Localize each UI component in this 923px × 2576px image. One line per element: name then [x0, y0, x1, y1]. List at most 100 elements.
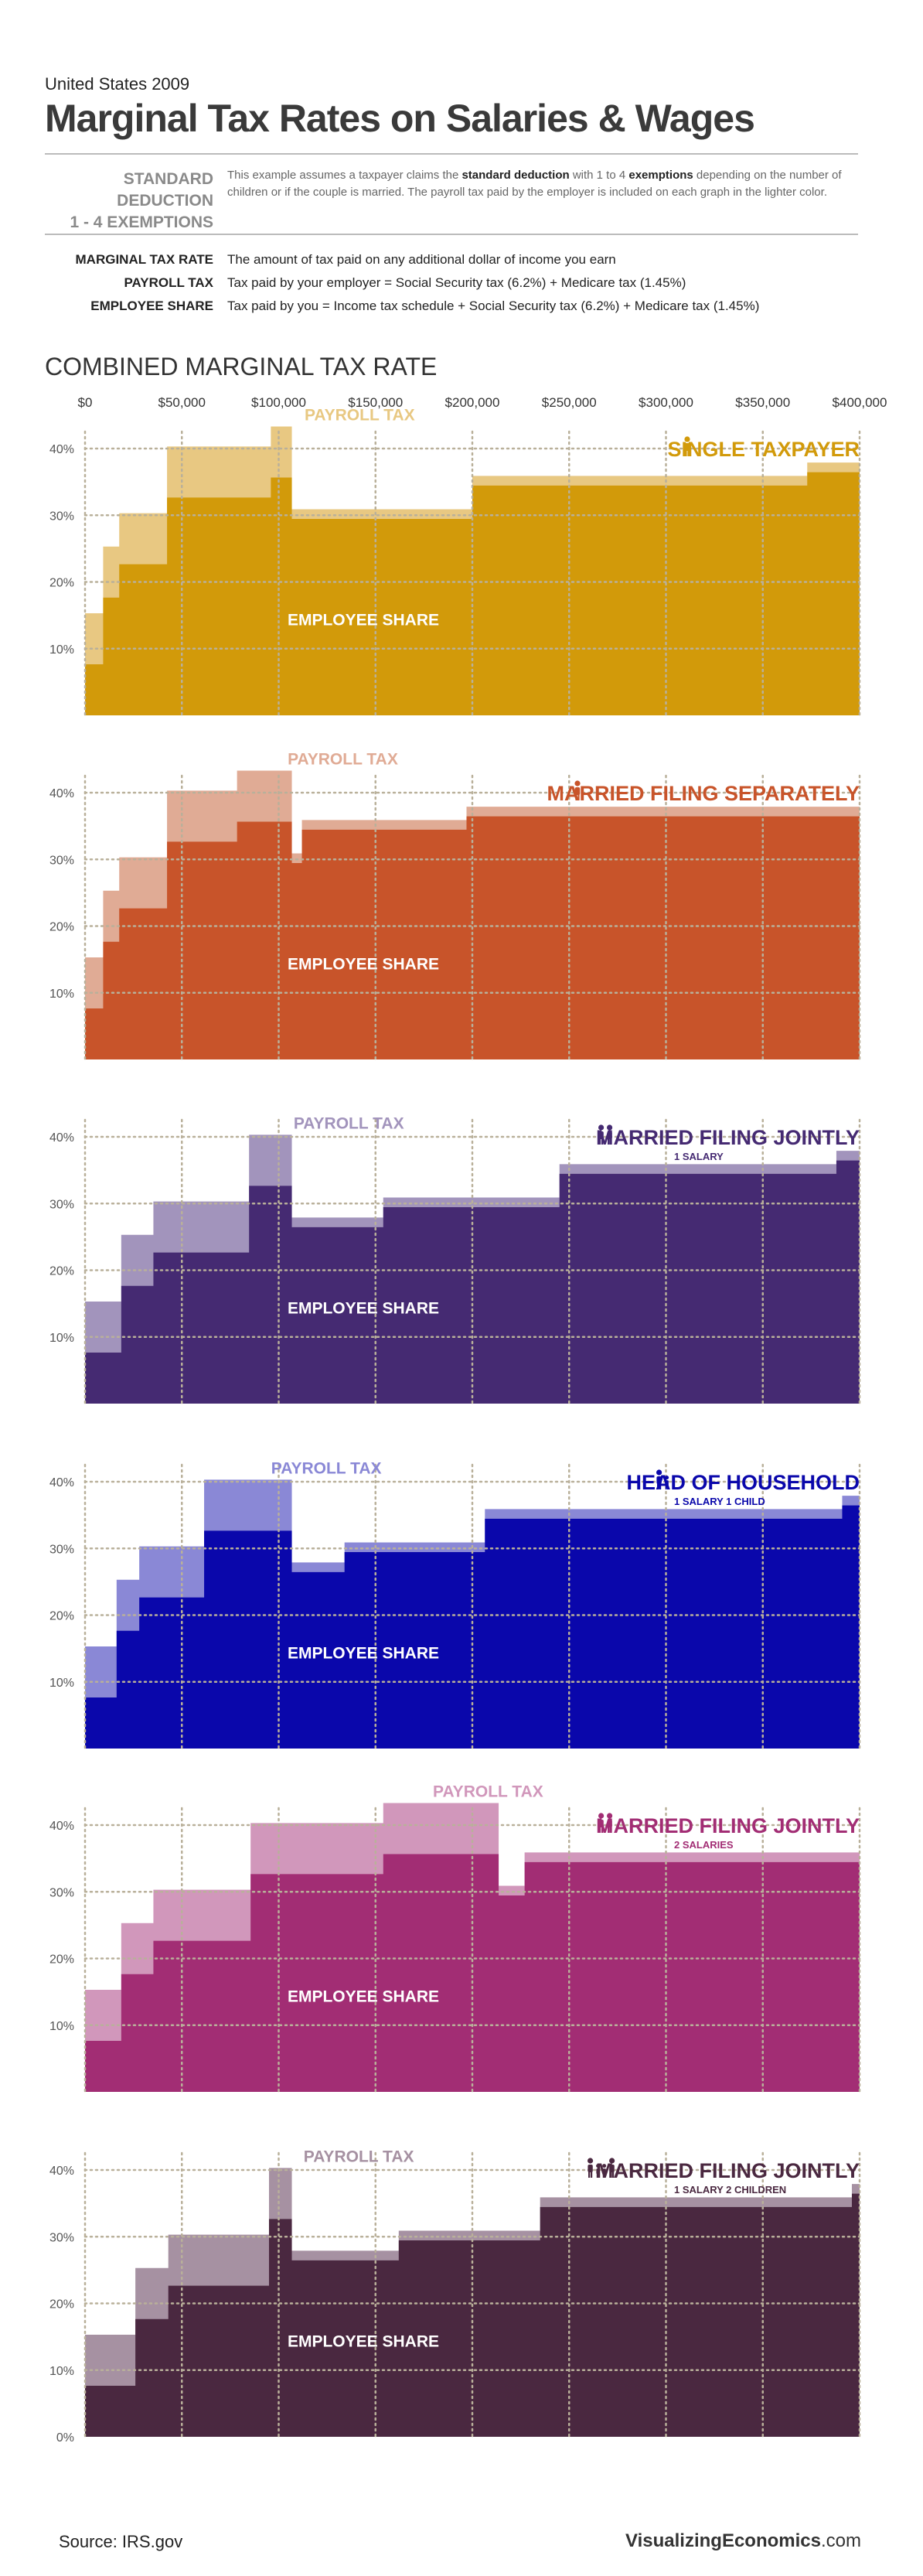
brand-part-3: .com	[820, 2530, 861, 2551]
sd-bold-1: standard deduction	[462, 169, 570, 182]
employee-share-label: EMPLOYEE SHARE	[288, 2333, 439, 2351]
chart-title: MARRIED FILING JOINTLY	[596, 2159, 860, 2182]
y-tick-label: 40%	[49, 787, 74, 800]
standard-deduction-label: STANDARD DEDUCTION 1 - 4 EXEMPTIONS	[45, 169, 213, 234]
y-tick-label: 40%	[49, 2165, 74, 2178]
supertitle: United States 2009	[45, 74, 190, 94]
x-tick-label: $150,000	[348, 395, 403, 410]
icon-body	[602, 2168, 606, 2175]
y-tick-label: 40%	[49, 443, 74, 456]
definition-term: MARGINAL TAX RATE	[75, 252, 214, 267]
couple-icon	[598, 1124, 613, 1145]
definition-text: The amount of tax paid on any additional…	[227, 252, 616, 267]
icon-head	[598, 1813, 605, 1819]
employee-share-label: EMPLOYEE SHARE	[288, 612, 439, 629]
person-icon	[684, 436, 690, 456]
x-tick-label: $200,000	[445, 395, 500, 410]
employee-share-label: EMPLOYEE SHARE	[288, 1988, 439, 2006]
icon-leg	[599, 1827, 601, 1833]
source-note: Source: IRS.gov	[59, 2532, 183, 2551]
definition-text: Tax paid by you = Income tax schedule + …	[227, 299, 760, 313]
brand-logo[interactable]: VisualizingEconomics.com	[625, 2530, 861, 2552]
icon-body	[588, 2165, 593, 2172]
icon-body	[656, 1476, 662, 1484]
sd-text-2: with 1 to 4	[569, 169, 629, 182]
y-tick-label: 20%	[49, 2298, 74, 2312]
standard-deduction-description: This example assumes a taxpayer claims t…	[227, 167, 846, 201]
icon-head	[598, 1124, 605, 1131]
icon-leg	[575, 794, 577, 800]
y-tick-label: 30%	[49, 1543, 74, 1556]
payroll-tax-label: PAYROLL TAX	[294, 1114, 404, 1132]
icon-leg	[598, 2173, 600, 2178]
definition-text: Tax paid by your employer = Social Secur…	[227, 275, 686, 290]
sd-text-1: This example assumes a taxpayer claims t…	[227, 169, 462, 182]
page-title: Marginal Tax Rates on Salaries & Wages	[45, 97, 755, 140]
icon-leg	[610, 1827, 612, 1833]
y-tick-label: 40%	[49, 1820, 74, 1833]
x-tick-label: $300,000	[639, 395, 693, 410]
icon-body	[598, 1820, 604, 1827]
icon-leg	[666, 1485, 669, 1489]
icon-body	[665, 1480, 669, 1486]
y-tick-label: 0%	[56, 2431, 74, 2445]
x-tick-label: $100,000	[251, 395, 306, 410]
icon-head	[588, 2158, 594, 2164]
y-tick-label: 30%	[49, 854, 74, 867]
y-tick-label: 20%	[49, 1265, 74, 1278]
x-tick-label: $250,000	[542, 395, 597, 410]
y-tick-label: 10%	[49, 1677, 74, 1690]
person-icon	[574, 780, 581, 800]
employee-share-label: EMPLOYEE SHARE	[288, 1300, 439, 1318]
chart-subtitle: 1 SALARY	[674, 1151, 724, 1162]
x-tick-label: $400,000	[833, 395, 887, 410]
parent-child-icon	[656, 1469, 669, 1489]
chart-title: MARRIED FILING JOINTLY	[596, 1126, 860, 1149]
icon-leg	[601, 1827, 604, 1833]
icon-leg	[591, 2172, 593, 2178]
payroll-tax-label: PAYROLL TAX	[304, 2148, 414, 2165]
icon-leg	[602, 2173, 605, 2178]
icon-body	[609, 2165, 615, 2172]
icon-body	[607, 1131, 612, 1139]
icon-leg	[657, 1483, 659, 1489]
icon-head	[656, 1469, 662, 1476]
icon-head	[574, 780, 581, 786]
chart-title: MARRIED FILING SEPARATELY	[547, 782, 860, 805]
chart-subtitle: 1 SALARY 1 CHILD	[674, 1496, 765, 1507]
y-tick-label: 20%	[49, 1953, 74, 1967]
icon-leg	[608, 1827, 610, 1833]
chart-married-filing-separately: 10% 20% 30% 40% PAYROLL TAX EMPLOYEE SHARE MAR…	[49, 751, 861, 1061]
employee-share-label: EMPLOYEE SHARE	[288, 1645, 439, 1663]
chart-single-taxpayer: 10% 20% 30% 40% PAYROLL TAX EMPLOYEE SHARE SIN…	[49, 407, 861, 717]
icon-head	[609, 2158, 615, 2164]
icon-leg	[604, 2173, 606, 2178]
employee-share-label: EMPLOYEE SHARE	[288, 956, 439, 974]
y-tick-label: 10%	[49, 2020, 74, 2033]
payroll-tax-label: PAYROLL TAX	[271, 1459, 382, 1477]
chart-married-jointly-2-salaries: 10% 20% 30% 40% PAYROLL TAX EMPLOYEE SHARE MAR…	[49, 1783, 861, 2093]
icon-leg	[596, 2173, 598, 2178]
icon-leg	[610, 2172, 612, 2178]
y-tick-label: 30%	[49, 1198, 74, 1211]
icon-body	[598, 1131, 604, 1139]
icon-leg	[610, 1138, 612, 1145]
icon-leg	[601, 1138, 604, 1145]
payroll-tax-label: PAYROLL TAX	[288, 751, 398, 769]
icon-head	[665, 1476, 669, 1480]
icon-head	[684, 436, 690, 442]
chart-subtitle: 1 SALARY 2 CHILDREN	[674, 2184, 786, 2196]
y-tick-label: 30%	[49, 2231, 74, 2244]
y-tick-label: 10%	[49, 2365, 74, 2378]
x-tick-label: $0	[78, 395, 93, 410]
y-tick-label: 20%	[49, 921, 74, 934]
x-tick-label: $50,000	[158, 395, 206, 410]
combined-chart-title: COMBINED MARGINAL TAX RATE	[45, 353, 438, 380]
icon-head	[596, 2164, 601, 2168]
icon-body	[684, 443, 690, 451]
chart-married-jointly-1-salary: 10% 20% 30% 40% PAYROLL TAX EMPLOYEE SHARE MAR…	[49, 1114, 861, 1405]
y-tick-label: 40%	[49, 1131, 74, 1145]
y-tick-label: 40%	[49, 1476, 74, 1489]
icon-leg	[687, 450, 690, 456]
